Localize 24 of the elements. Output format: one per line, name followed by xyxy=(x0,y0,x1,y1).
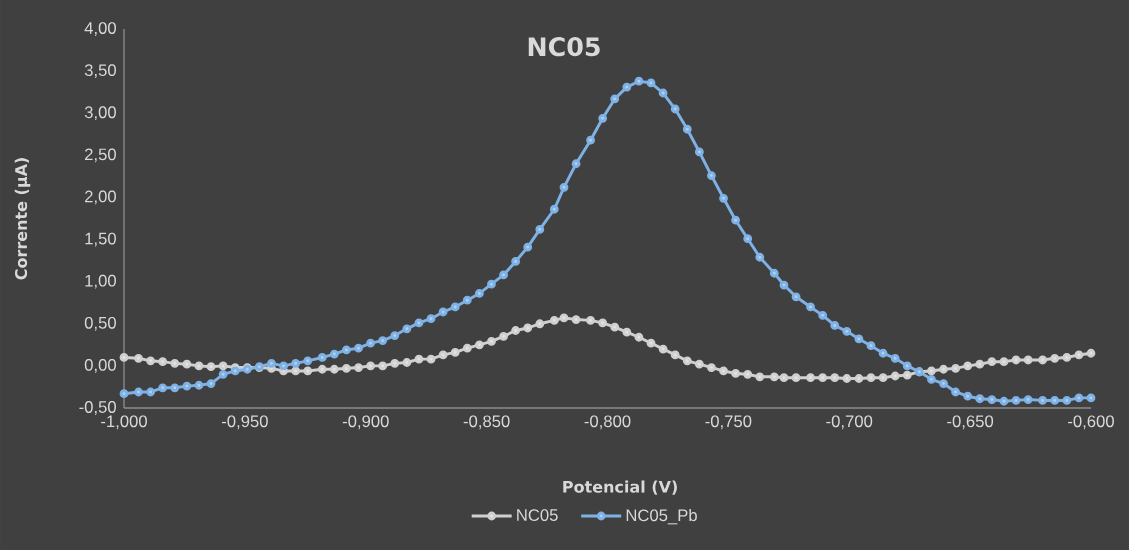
x-tick-label: -0,800 xyxy=(584,415,631,430)
legend-label: NC05_Pb xyxy=(626,508,697,525)
x-tick-label: -1,000 xyxy=(101,415,147,430)
legend-label: NC05 xyxy=(517,509,558,521)
y-tick-label: 2,00 xyxy=(85,190,116,205)
y-tick-label: 1,50 xyxy=(85,232,116,247)
x-tick-label: -0,600 xyxy=(1068,415,1114,430)
x-tick-label: -0,850 xyxy=(463,415,510,430)
x-tick-label: -0,650 xyxy=(947,415,994,430)
y-tick-label: 3,00 xyxy=(84,106,116,121)
y-tick-label: -0,50 xyxy=(79,401,116,415)
y-tick-label: 0,50 xyxy=(84,316,116,331)
y-tick-label: 4,00 xyxy=(84,22,116,36)
x-tick-label: -0,900 xyxy=(342,415,389,430)
y-axis-title: Corrente (µA) xyxy=(14,158,31,280)
y-tick-label: 2,50 xyxy=(85,148,116,163)
x-axis-title: Potencial (V) xyxy=(563,480,677,495)
chart-title: NC05 xyxy=(528,37,600,57)
x-tick-label: -0,700 xyxy=(826,415,873,430)
y-tick-label: 1,00 xyxy=(85,274,116,289)
y-tick-label: 0,00 xyxy=(84,359,116,373)
x-tick-label: -0,750 xyxy=(705,415,752,430)
y-tick-label: 3,50 xyxy=(84,64,116,78)
x-tick-label: -0,950 xyxy=(221,415,268,430)
